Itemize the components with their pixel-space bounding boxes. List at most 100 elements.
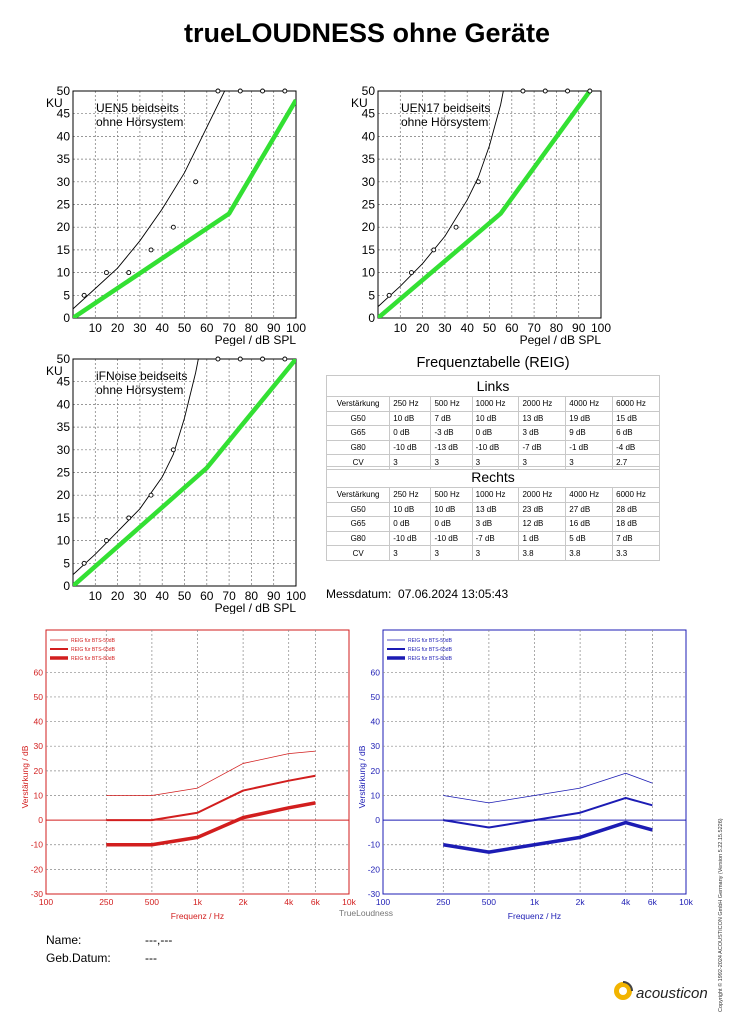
- x-tick-label: 10: [394, 321, 408, 335]
- table-cell: 10 dB: [430, 501, 473, 518]
- y-tick-label: 20: [34, 766, 44, 776]
- x-tick-label: 100: [286, 589, 306, 603]
- y-tick-label: 45: [57, 107, 71, 121]
- table-header-cell: Verstärkung: [325, 487, 391, 503]
- y-tick-label: 30: [57, 443, 71, 457]
- table-header-cell: 500 Hz: [430, 487, 473, 503]
- x-tick-label: 10k: [679, 897, 693, 907]
- loudness-curve: [73, 359, 296, 586]
- gain-series-line: [443, 820, 653, 854]
- frequency-table-links: Links Verstärkung 250 Hz 500 Hz 1000 Hz 2000…: [325, 375, 660, 470]
- table-row-label: G80: [325, 530, 391, 547]
- measurement-point: [103, 270, 109, 276]
- x-axis-label: Frequenz / Hz: [171, 911, 224, 920]
- y-tick-label: 50: [57, 84, 71, 98]
- y-tick-label: 45: [57, 375, 71, 389]
- x-tick-label: 30: [133, 589, 147, 603]
- y-tick-label: -10: [368, 840, 381, 850]
- table-row: CV 3 3 3 3.8 3.8 3.3: [325, 545, 660, 561]
- x-tick-label: 4k: [621, 897, 631, 907]
- table-cell: 7 dB: [430, 410, 473, 427]
- name-value: ---,---: [145, 933, 173, 947]
- table-side-label: Links: [326, 375, 660, 397]
- x-tick-label: 10k: [342, 897, 356, 907]
- x-tick-label: 60: [505, 321, 519, 335]
- legend-label: REIG für BTS-65dB: [71, 647, 116, 653]
- measurement-point: [431, 247, 437, 253]
- table-header-row: Verstärkung 250 Hz 500 Hz 1000 Hz 2000 Hz 400…: [325, 396, 660, 412]
- y-tick-label: 30: [362, 175, 376, 189]
- table-cell: 10 dB: [389, 501, 432, 518]
- table-cell: 7 dB: [612, 530, 660, 547]
- x-tick-label: 1k: [193, 897, 203, 907]
- table-row-label: G50: [325, 501, 391, 518]
- table-side-label: Rechts: [326, 466, 660, 488]
- x-tick-label: 10: [89, 321, 103, 335]
- x-tick-label: 30: [133, 321, 147, 335]
- table-header-cell: 6000 Hz: [612, 487, 660, 503]
- y-tick-label: 5: [368, 288, 375, 302]
- measurement-point: [126, 270, 132, 276]
- table-row: G50 10 dB 7 dB 10 dB 13 dB 19 dB 15 dB: [325, 410, 660, 427]
- x-axis-label: Pegel / dB SPL: [215, 333, 297, 346]
- y-tick-label: 25: [57, 198, 71, 212]
- y-tick-label: 40: [57, 397, 71, 411]
- x-tick-label: 6k: [311, 897, 321, 907]
- measurement-point: [386, 292, 392, 298]
- x-tick-label: 90: [572, 321, 586, 335]
- y-tick-label: -10: [31, 840, 44, 850]
- table-row-label: G65: [325, 425, 391, 441]
- table-cell: 10 dB: [389, 410, 432, 427]
- gain-series-line: [106, 801, 316, 847]
- x-tick-label: 1k: [530, 897, 540, 907]
- y-tick-label: 25: [57, 466, 71, 480]
- table-cell: 3: [389, 545, 432, 561]
- measurement-point: [170, 224, 176, 230]
- y-tick-label: 35: [362, 152, 376, 166]
- y-tick-label: -30: [31, 889, 44, 899]
- x-tick-label: 70: [527, 321, 541, 335]
- measurement-point: [453, 224, 459, 230]
- measurement-point: [282, 88, 288, 94]
- table-row-label: G80: [325, 439, 391, 456]
- messdatum-label: Messdatum:: [326, 587, 392, 601]
- table-header-cell: 500 Hz: [430, 396, 473, 412]
- table-cell: 28 dB: [612, 501, 660, 518]
- condition-label: ohne Hörsystem: [96, 383, 183, 397]
- table-header-row: Verstärkung 250 Hz 500 Hz 1000 Hz 2000 Hz 400…: [325, 487, 660, 503]
- table-header-cell: 2000 Hz: [518, 396, 567, 412]
- x-tick-label: 60: [200, 321, 214, 335]
- table-row-label: G65: [325, 516, 391, 532]
- table-cell: -1 dB: [565, 439, 614, 456]
- y-tick-label: 10: [371, 790, 381, 800]
- table-header-cell: 1000 Hz: [471, 487, 520, 503]
- table-cell: 0 dB: [471, 425, 520, 441]
- loudness-chart-uen5: 0 5 10 15 20 25 30 35 40 45 50 10 20 30 40 50 60 70 80 90 10…: [46, 84, 306, 346]
- table-cell: -13 dB: [430, 439, 473, 456]
- measurement-point: [215, 356, 221, 362]
- table-row: G65 0 dB -3 dB 0 dB 3 dB 9 dB 6 dB: [325, 425, 660, 441]
- gain-series-line: [106, 774, 316, 822]
- table-row-label: CV: [325, 545, 391, 561]
- table-row: G80 -10 dB -10 dB -7 dB 1 dB 5 dB 7 dB: [325, 530, 660, 547]
- x-tick-label: 6k: [648, 897, 658, 907]
- table-cell: 3.3: [612, 545, 660, 561]
- messdatum: Messdatum: 07.06.2024 13:05:43: [326, 587, 508, 601]
- page-title: trueLOUDNESS ohne Geräte: [183, 18, 551, 48]
- y-tick-label: 45: [362, 107, 376, 121]
- table-cell: 3.8: [518, 545, 567, 561]
- y-tick-label: 15: [57, 243, 71, 257]
- y-tick-label: 20: [362, 220, 376, 234]
- table-cell: 15 dB: [612, 410, 660, 427]
- x-tick-label: 20: [111, 321, 125, 335]
- table-cell: 10 dB: [471, 410, 520, 427]
- measurement-point: [237, 356, 243, 362]
- acousticon-logo-icon: [614, 981, 633, 1000]
- table-cell: 0 dB: [430, 516, 473, 532]
- x-tick-label: 90: [267, 589, 281, 603]
- geb-datum-label: Geb.Datum:: [46, 951, 111, 965]
- y-tick-label: -20: [31, 864, 44, 874]
- x-tick-label: 70: [222, 321, 236, 335]
- loudness-curve: [378, 91, 592, 318]
- x-tick-label: 80: [245, 589, 259, 603]
